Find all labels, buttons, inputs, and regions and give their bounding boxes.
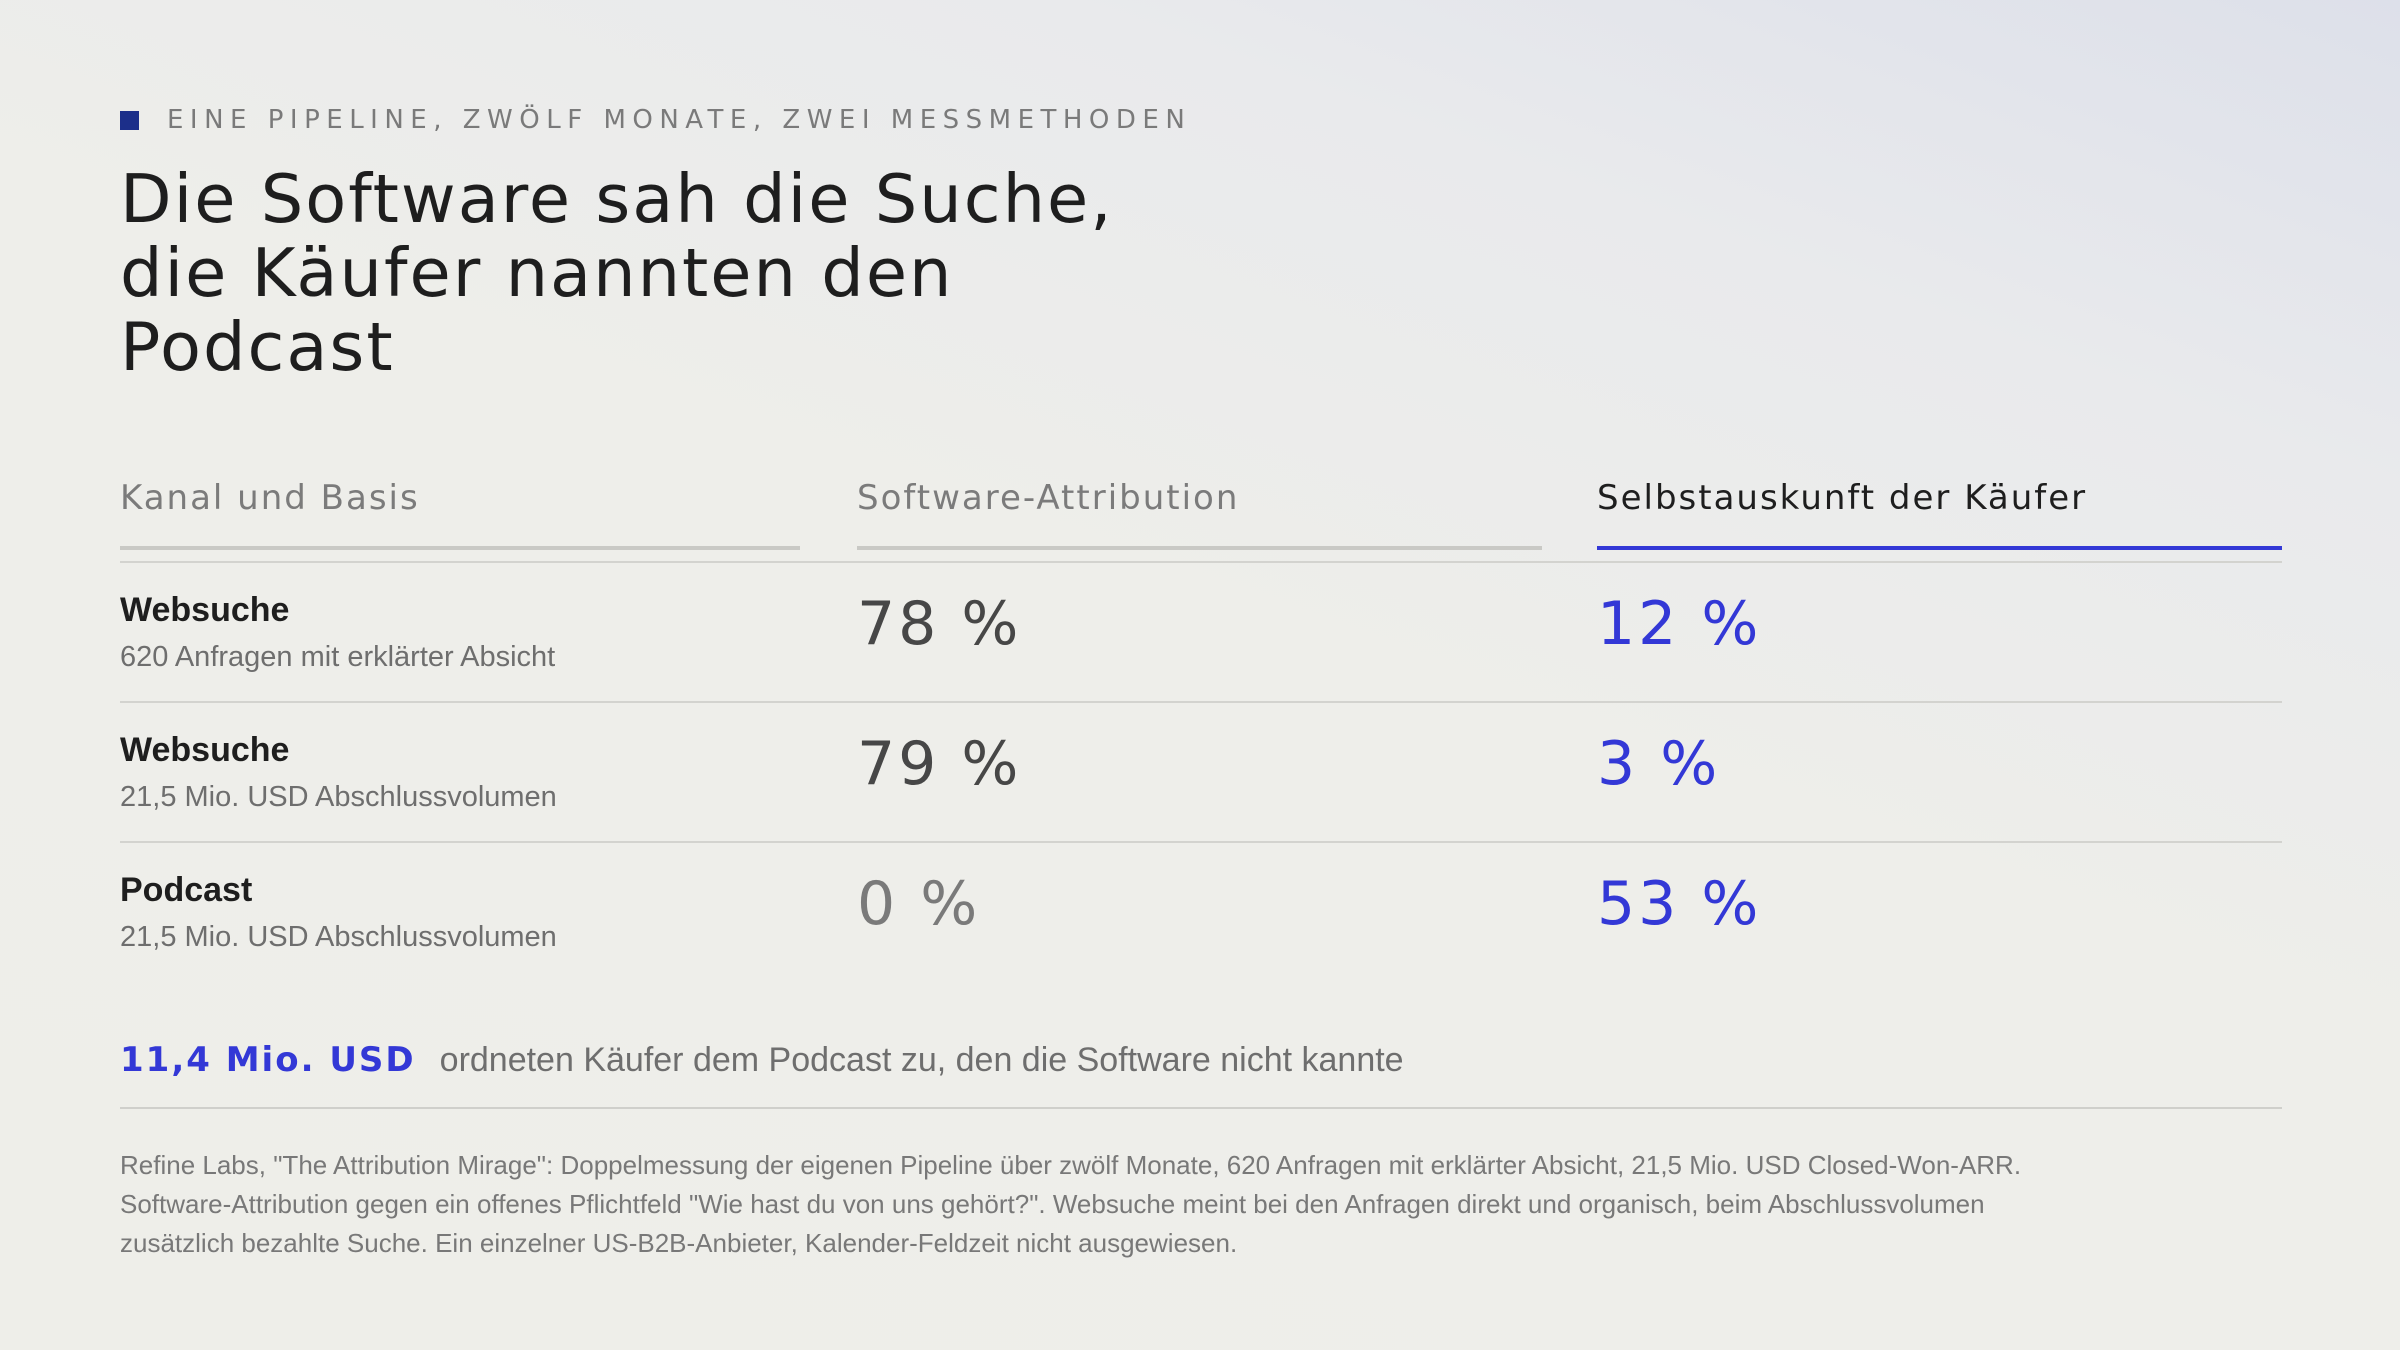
source-line: Refine Labs, "The Attribution Mirage": D…: [120, 1150, 2022, 1180]
row-channel: Websuche: [120, 591, 290, 629]
page-title: Die Software sah die Suche, die Käufer n…: [120, 160, 1114, 386]
buyers-value: 53 %: [1597, 869, 1762, 939]
column-header-software: Software-Attribution: [857, 478, 1542, 550]
callout-text: ordneten Käufer dem Podcast zu, den die …: [439, 1041, 1404, 1079]
callout: 11,4 Mio. USD ordneten Käufer dem Podcas…: [120, 1040, 1404, 1080]
header-divider: [120, 561, 2282, 563]
row-channel: Websuche: [120, 731, 290, 769]
column-header-channel: Kanal und Basis: [120, 478, 800, 550]
source-line: zusätzlich bezahlte Suche. Ein einzelner…: [120, 1228, 1238, 1258]
slide: EINE PIPELINE, ZWÖLF MONATE, ZWEI MESSME…: [120, 0, 2282, 1350]
eyebrow-marker: [120, 110, 139, 130]
source-line: Software-Attribution gegen ein offenes P…: [120, 1189, 1985, 1219]
eyebrow: EINE PIPELINE, ZWÖLF MONATE, ZWEI MESSME…: [120, 105, 1192, 135]
column-header-buyers: Selbstauskunft der Käufer: [1597, 478, 2282, 550]
row-basis: 21,5 Mio. USD Abschlussvolumen: [120, 921, 557, 953]
buyers-value: 3 %: [1597, 729, 1721, 799]
row-channel: Podcast: [120, 871, 253, 909]
software-value: 79 %: [857, 729, 1022, 799]
row-basis: 21,5 Mio. USD Abschlussvolumen: [120, 781, 557, 813]
software-value: 78 %: [857, 589, 1022, 659]
buyers-value: 12 %: [1597, 589, 1762, 659]
table-row: Websuche 620 Anfragen mit erklärter Absi…: [120, 563, 2282, 703]
eyebrow-text: EINE PIPELINE, ZWÖLF MONATE, ZWEI MESSME…: [167, 105, 1192, 135]
software-value: 0 %: [857, 869, 981, 939]
footer-divider: [120, 1107, 2282, 1109]
table-row: Podcast 21,5 Mio. USD Abschlussvolumen 0…: [120, 843, 2282, 983]
row-basis: 620 Anfragen mit erklärter Absicht: [120, 641, 556, 673]
row-divider: [120, 841, 2282, 843]
callout-amount: 11,4 Mio. USD: [120, 1040, 416, 1080]
row-divider: [120, 701, 2282, 703]
source-note: Refine Labs, "The Attribution Mirage": D…: [120, 1146, 2300, 1263]
table-row: Websuche 21,5 Mio. USD Abschlussvolumen …: [120, 703, 2282, 843]
